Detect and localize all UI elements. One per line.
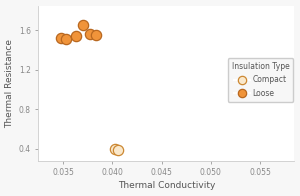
Point xyxy=(256,64,260,67)
Legend: Compact, Loose: Compact, Loose xyxy=(228,58,293,102)
Point xyxy=(80,23,85,26)
X-axis label: Thermal Conductivity: Thermal Conductivity xyxy=(118,181,215,191)
Point xyxy=(64,37,68,40)
Point xyxy=(87,33,92,36)
Point xyxy=(116,148,121,151)
Point xyxy=(248,64,253,67)
Point xyxy=(93,34,98,37)
Y-axis label: Thermal Resistance: Thermal Resistance xyxy=(6,39,15,128)
Point xyxy=(112,148,117,151)
Point xyxy=(74,34,78,37)
Point xyxy=(59,36,64,39)
